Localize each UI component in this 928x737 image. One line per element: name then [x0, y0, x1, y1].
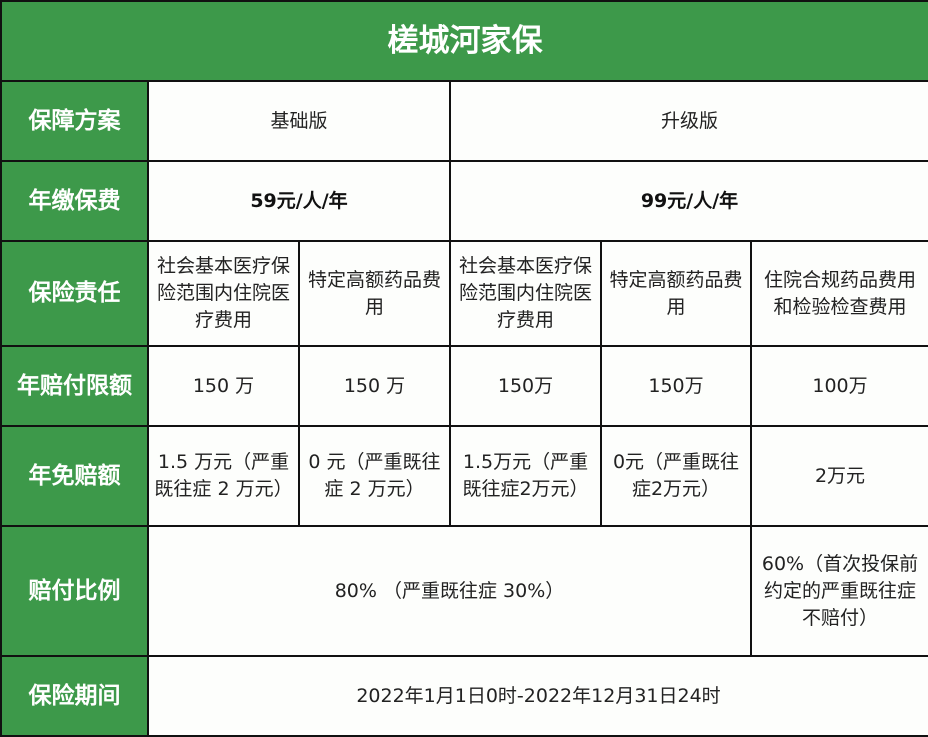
deductible-cell: 1.5万元（严重既往症2万元）: [449, 425, 602, 527]
table-title: 槎城河家保: [0, 0, 928, 82]
premium-basic: 59元/人/年: [147, 160, 451, 242]
coverage-cell: 社会基本医疗保险范围内住院医疗费用: [147, 240, 300, 347]
coverage-cell: 住院合规药品费用和检验检查费用: [750, 240, 928, 347]
plan-basic: 基础版: [147, 80, 451, 162]
limit-cell: 150万: [600, 345, 752, 427]
limit-cell: 100万: [750, 345, 928, 427]
deductible-cell: 0 元（严重既往症 2 万元）: [298, 425, 451, 527]
coverage-cell: 特定高额药品费用: [298, 240, 451, 347]
row-label-deductible: 年免赔额: [0, 425, 149, 527]
limit-cell: 150万: [449, 345, 602, 427]
coverage-cell: 特定高额药品费用: [600, 240, 752, 347]
row-label-premium: 年缴保费: [0, 160, 149, 242]
period-value: 2022年1月1日0时-2022年12月31日24时: [147, 655, 928, 737]
deductible-cell: 2万元: [750, 425, 928, 527]
deductible-cell: 0元（严重既往症2万元）: [600, 425, 752, 527]
premium-upgrade: 99元/人/年: [449, 160, 928, 242]
row-label-period: 保险期间: [0, 655, 149, 737]
limit-cell: 150 万: [147, 345, 300, 427]
row-label-plan: 保障方案: [0, 80, 149, 162]
plan-upgrade: 升级版: [449, 80, 928, 162]
coverage-cell: 社会基本医疗保险范围内住院医疗费用: [449, 240, 602, 347]
row-label-coverage: 保险责任: [0, 240, 149, 347]
ratio-main: 80% （严重既往症 30%）: [147, 525, 752, 657]
ratio-last: 60%（首次投保前约定的严重既往症不赔付）: [750, 525, 928, 657]
deductible-cell: 1.5 万元（严重既往症 2 万元）: [147, 425, 300, 527]
row-label-limit: 年赔付限额: [0, 345, 149, 427]
limit-cell: 150 万: [298, 345, 451, 427]
row-label-ratio: 赔付比例: [0, 525, 149, 657]
